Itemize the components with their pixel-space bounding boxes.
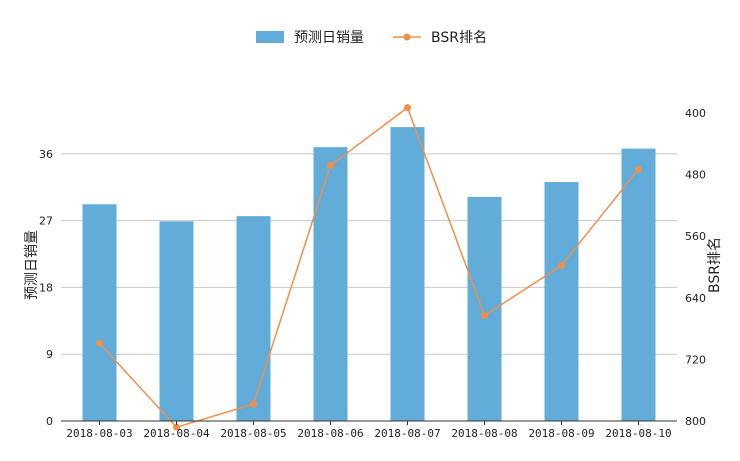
bsr-point — [173, 423, 180, 431]
bar — [390, 127, 425, 422]
x-tick-label: 2018-08-09 — [528, 427, 594, 440]
bar — [621, 148, 656, 422]
bsr-point — [250, 400, 257, 408]
y-right-tick-label: 800 — [685, 415, 706, 428]
x-tick-label: 2018-08-07 — [374, 427, 440, 440]
bsr-point — [327, 161, 334, 169]
legend-label-bar: 预测日销量 — [294, 30, 364, 46]
y-left-tick-label: 9 — [46, 348, 53, 361]
y-right-tick-label: 560 — [685, 230, 706, 243]
y-left-tick-label: 36 — [39, 148, 53, 161]
bar — [82, 204, 117, 421]
bar — [313, 147, 348, 421]
bsr-line-path — [98, 106, 640, 429]
bar — [159, 221, 194, 421]
bsr-point — [96, 339, 103, 347]
bsr-point — [635, 165, 642, 173]
bsr-point — [404, 104, 411, 112]
x-tick-label: 2018-08-08 — [451, 427, 517, 440]
legend-swatch-bar — [256, 31, 284, 43]
x-tick-label: 2018-08-04 — [143, 427, 210, 440]
axes: 0 9 18 27 36 400 480 560 640 720 800 2018-08-03 2018… — [39, 107, 706, 440]
bsr-point — [481, 312, 488, 320]
x-tick-label: 2018-08-10 — [605, 427, 671, 440]
bsr-line — [96, 104, 642, 431]
y-axis-left-title: 预测日销量 — [24, 230, 40, 300]
y-right-tick-label: 720 — [685, 353, 706, 366]
legend: 预测日销量 BSR排名 — [256, 30, 487, 46]
y-left-tick-label: 27 — [39, 215, 53, 228]
y-left-tick-label: 0 — [46, 415, 53, 428]
x-tick-label: 2018-08-03 — [66, 427, 132, 440]
y-axis-right-title: BSR排名 — [707, 237, 723, 293]
bar — [544, 182, 579, 421]
bar — [236, 216, 271, 421]
x-tick-label: 2018-08-05 — [220, 427, 286, 440]
y-right-tick-label: 400 — [685, 107, 706, 120]
y-right-tick-label: 480 — [685, 169, 706, 182]
bar — [467, 196, 502, 421]
bars — [82, 127, 656, 422]
legend-swatch-marker — [403, 33, 411, 41]
gridlines — [61, 153, 677, 355]
x-tick-label: 2018-08-06 — [297, 427, 363, 440]
y-right-tick-label: 640 — [685, 292, 706, 305]
y-left-tick-label: 18 — [39, 281, 53, 294]
bsr-point — [558, 261, 565, 269]
legend-label-line: BSR排名 — [431, 30, 487, 46]
